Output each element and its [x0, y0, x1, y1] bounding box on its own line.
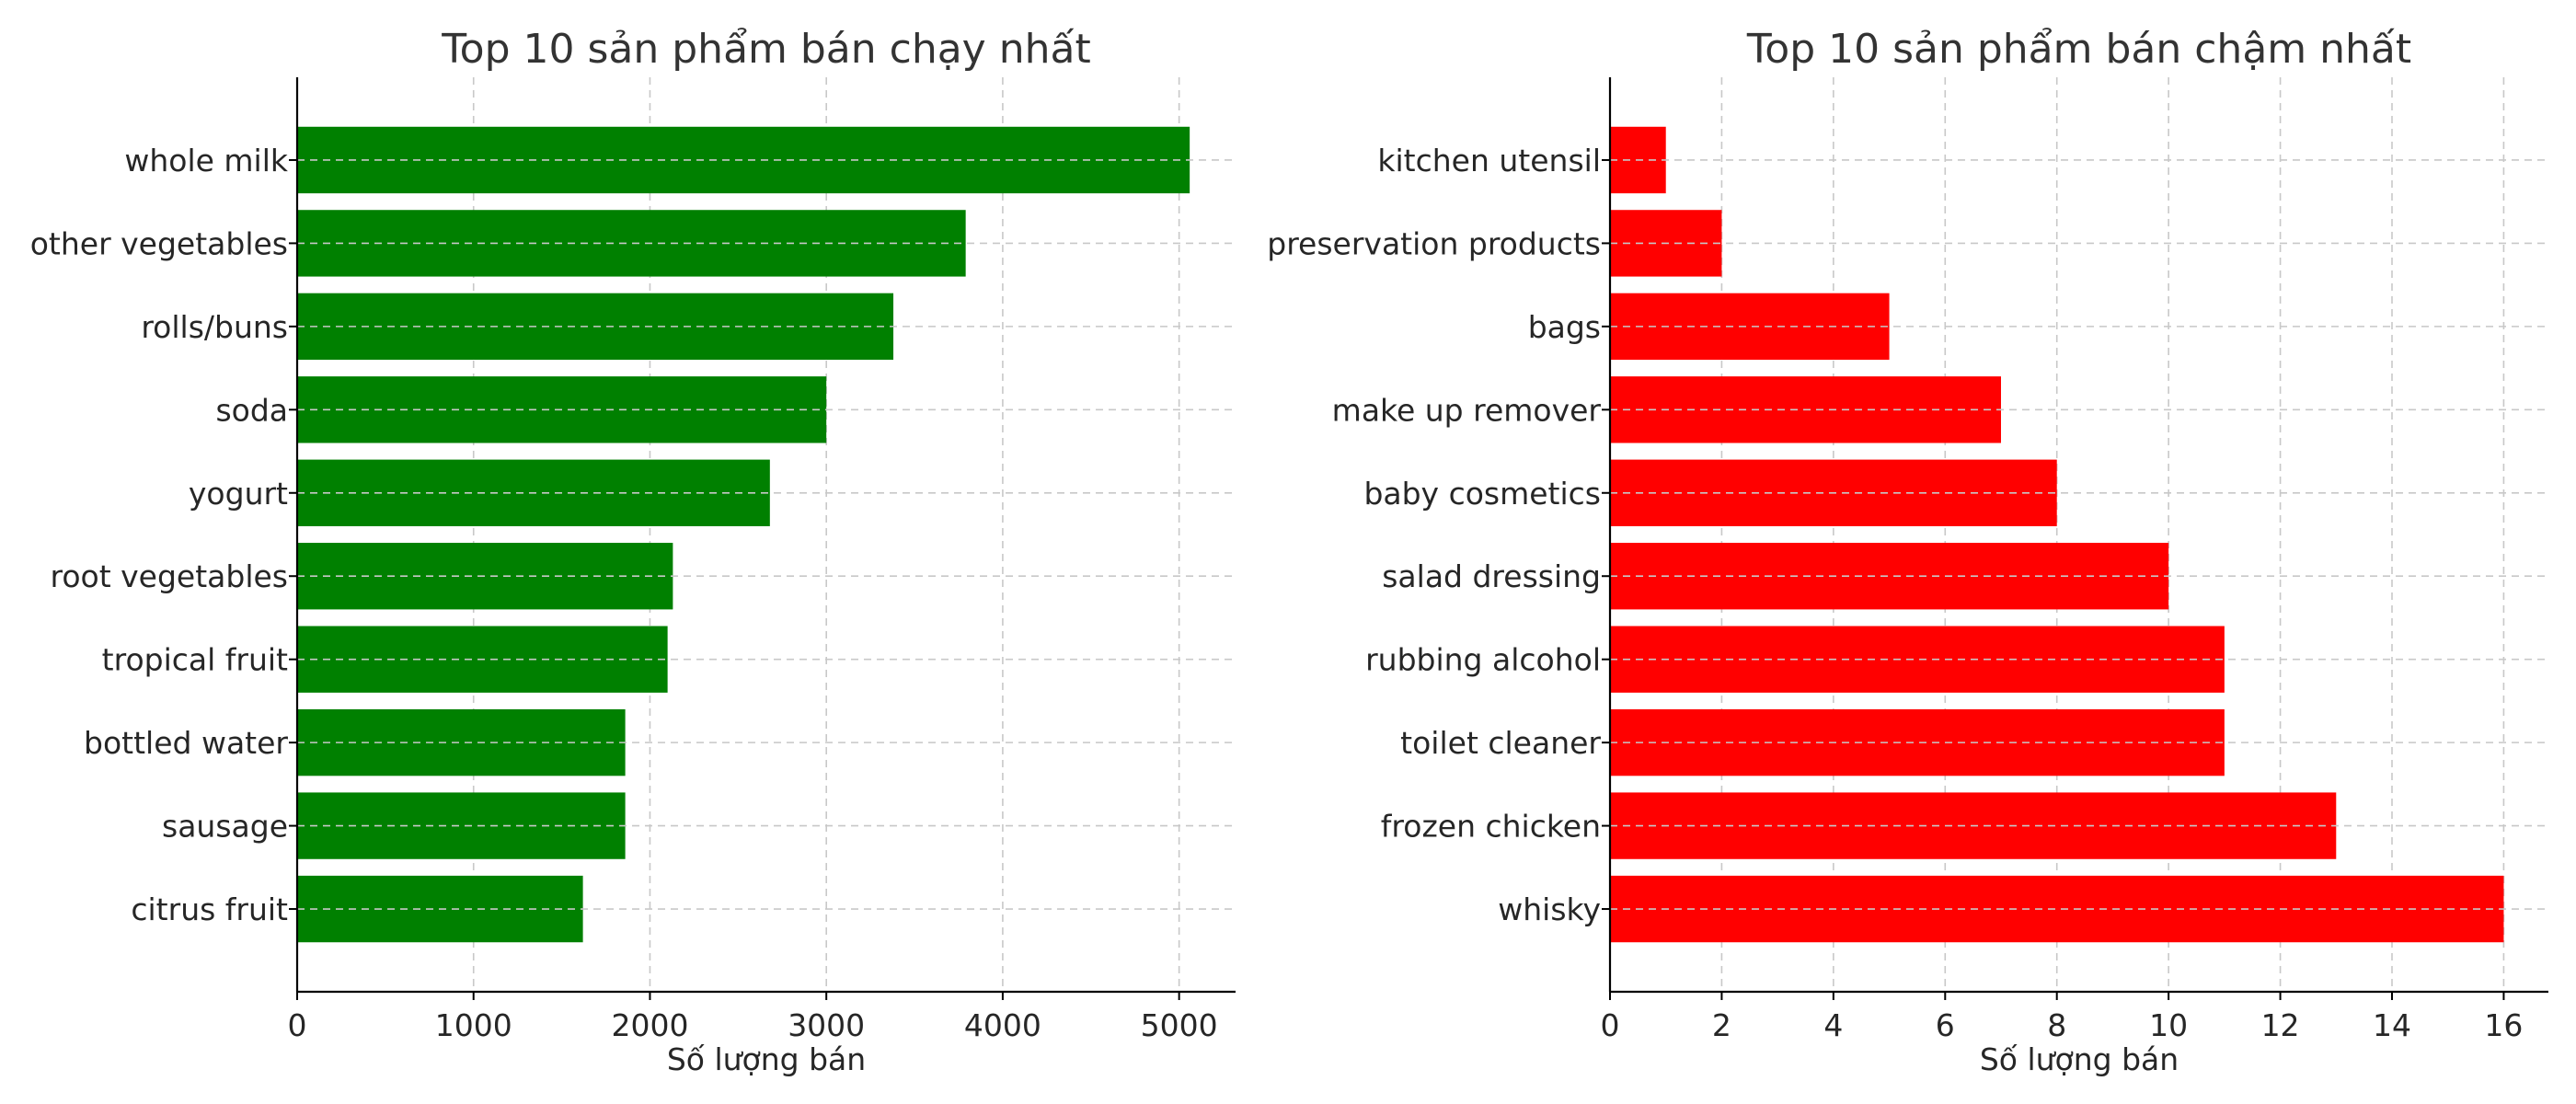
category-label: tropical fruit	[102, 642, 288, 678]
category-label: frozen chicken	[1381, 809, 1601, 845]
category-label: other vegetables	[30, 225, 288, 261]
x-tick-label: 0	[1601, 1007, 1620, 1043]
chart-slow-sellers: Top 10 sản phẩm bán chậm nhất Số lượng b…	[1267, 26, 2548, 1077]
x-tick-label: 5000	[1141, 1007, 1218, 1043]
category-label: soda	[215, 392, 288, 428]
category-label: sausage	[162, 809, 288, 845]
x-axis-title: Số lượng bán	[1980, 1041, 2179, 1077]
category-label: kitchen utensil	[1377, 143, 1601, 178]
chart-best-sellers: Top 10 sản phẩm bán chạy nhất Số lượng b…	[30, 26, 1236, 1077]
bar	[297, 708, 626, 776]
category-label: whisky	[1498, 891, 1601, 927]
category-label: bottled water	[84, 725, 288, 761]
bar	[1610, 708, 2225, 776]
category-label: salad dressing	[1382, 558, 1601, 594]
x-tick-label: 2000	[611, 1007, 688, 1043]
category-label: rolls/buns	[141, 309, 288, 345]
bars	[1610, 126, 2504, 943]
x-tick-label: 14	[2373, 1007, 2411, 1043]
x-tick-label: 16	[2484, 1007, 2523, 1043]
x-tick-label: 6	[1936, 1007, 1955, 1043]
category-label: make up remover	[1332, 392, 1602, 428]
x-tick-label: 2	[1712, 1007, 1731, 1043]
bar	[297, 792, 626, 859]
category-label: toilet cleaner	[1400, 725, 1601, 761]
category-label: whole milk	[124, 143, 289, 178]
x-tick-label: 1000	[435, 1007, 512, 1043]
category-label: root vegetables	[50, 558, 288, 594]
x-tick-label: 4	[1823, 1007, 1843, 1043]
chart-title: Top 10 sản phẩm bán chậm nhất	[1746, 26, 2411, 73]
category-label: baby cosmetics	[1363, 476, 1601, 512]
bars	[297, 126, 1190, 943]
bar	[1610, 626, 2225, 693]
category-label: citrus fruit	[131, 891, 288, 927]
x-tick-label: 12	[2261, 1007, 2300, 1043]
category-label: yogurt	[189, 476, 288, 512]
x-tick-label: 4000	[964, 1007, 1041, 1043]
x-tick-label: 0	[288, 1007, 307, 1043]
category-label: preservation products	[1267, 225, 1601, 261]
x-tick-label: 8	[2047, 1007, 2066, 1043]
chart-title: Top 10 sản phẩm bán chạy nhất	[441, 26, 1090, 73]
x-axis-title: Số lượng bán	[667, 1041, 866, 1077]
x-tick-label: 3000	[788, 1007, 865, 1043]
category-label: bags	[1528, 309, 1601, 345]
x-tick-label: 10	[2149, 1007, 2188, 1043]
category-label: rubbing alcohol	[1365, 642, 1601, 678]
